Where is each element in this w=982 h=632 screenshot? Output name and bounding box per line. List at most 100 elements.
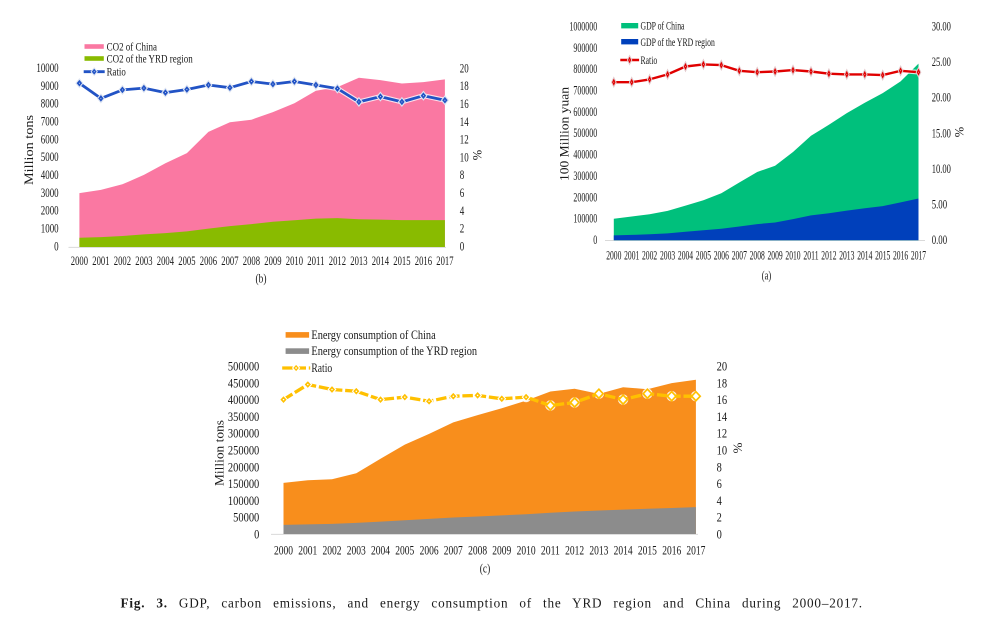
svg-text:450000: 450000 xyxy=(228,375,259,390)
svg-text:2013: 2013 xyxy=(350,254,367,268)
svg-text:2016: 2016 xyxy=(662,542,681,557)
svg-text:2012: 2012 xyxy=(565,542,584,557)
svg-text:0: 0 xyxy=(54,239,59,253)
svg-text:2016: 2016 xyxy=(415,254,432,268)
svg-text:2012: 2012 xyxy=(329,254,346,268)
svg-text:2009: 2009 xyxy=(492,542,511,557)
svg-text:8: 8 xyxy=(717,459,722,474)
svg-text:Ratio: Ratio xyxy=(641,53,658,67)
svg-text:100000: 100000 xyxy=(573,212,597,226)
svg-text:2004: 2004 xyxy=(678,249,694,263)
svg-text:Ratio: Ratio xyxy=(311,361,332,375)
svg-text:200000: 200000 xyxy=(228,459,259,474)
svg-text:200000: 200000 xyxy=(573,190,597,204)
svg-text:2003: 2003 xyxy=(347,542,366,557)
svg-text:(a): (a) xyxy=(762,268,772,282)
svg-text:GDP of the YRD region: GDP of the YRD region xyxy=(641,35,715,49)
svg-text:14: 14 xyxy=(460,115,469,129)
svg-text:10: 10 xyxy=(460,150,469,164)
svg-text:16: 16 xyxy=(717,392,728,407)
svg-text:30.00: 30.00 xyxy=(932,20,951,34)
svg-text:2005: 2005 xyxy=(696,249,711,263)
svg-text:2007: 2007 xyxy=(732,249,747,263)
svg-text:2006: 2006 xyxy=(420,542,439,557)
svg-text:6: 6 xyxy=(717,476,723,491)
svg-text:2013: 2013 xyxy=(839,249,854,263)
svg-text:20: 20 xyxy=(717,359,728,374)
svg-text:2008: 2008 xyxy=(468,542,487,557)
svg-text:8000: 8000 xyxy=(41,97,59,111)
svg-text:16: 16 xyxy=(460,97,469,111)
svg-text:0: 0 xyxy=(460,239,465,253)
svg-text:2010: 2010 xyxy=(517,542,536,557)
svg-text:7000: 7000 xyxy=(41,114,59,128)
svg-text:2007: 2007 xyxy=(444,542,463,557)
svg-text:10000: 10000 xyxy=(36,61,58,75)
svg-text:2: 2 xyxy=(717,510,722,525)
svg-text:0: 0 xyxy=(717,527,722,542)
svg-text:2004: 2004 xyxy=(157,254,175,268)
svg-text:2014: 2014 xyxy=(857,249,873,263)
svg-text:2006: 2006 xyxy=(714,249,729,263)
svg-text:2006: 2006 xyxy=(200,254,217,268)
svg-text:2005: 2005 xyxy=(178,254,195,268)
svg-text:9000: 9000 xyxy=(41,79,59,93)
svg-text:6000: 6000 xyxy=(41,132,59,146)
svg-text:2003: 2003 xyxy=(660,249,675,263)
svg-text:12: 12 xyxy=(460,133,469,147)
svg-text:2002: 2002 xyxy=(323,542,342,557)
svg-text:2017: 2017 xyxy=(686,542,705,557)
svg-text:2008: 2008 xyxy=(750,249,765,263)
svg-text:2015: 2015 xyxy=(875,249,890,263)
svg-text:2017: 2017 xyxy=(911,249,926,263)
svg-text:2011: 2011 xyxy=(307,254,324,268)
svg-text:400000: 400000 xyxy=(228,392,259,407)
svg-text:%: % xyxy=(730,442,745,453)
svg-text:0.00: 0.00 xyxy=(932,233,947,247)
svg-text:12: 12 xyxy=(717,426,728,441)
svg-text:2008: 2008 xyxy=(243,254,260,268)
svg-text:20.00: 20.00 xyxy=(932,91,951,105)
svg-text:900000: 900000 xyxy=(573,41,597,55)
svg-text:300000: 300000 xyxy=(228,426,259,441)
svg-text:2002: 2002 xyxy=(642,249,657,263)
svg-text:2003: 2003 xyxy=(135,254,152,268)
svg-text:100000: 100000 xyxy=(228,493,259,508)
svg-text:2012: 2012 xyxy=(821,249,836,263)
svg-text:%: % xyxy=(471,150,485,160)
svg-text:10.00: 10.00 xyxy=(932,162,951,176)
svg-text:2013: 2013 xyxy=(589,542,608,557)
svg-text:1000000: 1000000 xyxy=(569,20,597,34)
svg-text:CO2 of the YRD region: CO2 of the YRD region xyxy=(107,52,193,66)
svg-text:%: % xyxy=(953,127,967,137)
svg-text:2001: 2001 xyxy=(298,542,317,557)
svg-text:500000: 500000 xyxy=(228,359,259,374)
svg-text:3000: 3000 xyxy=(41,186,59,200)
svg-text:15.00: 15.00 xyxy=(932,126,951,140)
svg-text:1000: 1000 xyxy=(41,222,59,236)
svg-text:2001: 2001 xyxy=(92,254,109,268)
svg-text:2010: 2010 xyxy=(286,254,303,268)
svg-text:Ratio: Ratio xyxy=(107,65,126,79)
svg-text:2007: 2007 xyxy=(221,254,238,268)
svg-text:10: 10 xyxy=(717,443,728,458)
svg-text:14: 14 xyxy=(717,409,728,424)
svg-text:2: 2 xyxy=(460,222,465,236)
svg-text:2016: 2016 xyxy=(893,249,908,263)
svg-text:18: 18 xyxy=(460,79,469,93)
svg-text:2010: 2010 xyxy=(785,249,800,263)
svg-text:5.00: 5.00 xyxy=(932,197,947,211)
svg-text:2000: 2000 xyxy=(71,254,88,268)
svg-text:500000: 500000 xyxy=(573,126,597,140)
svg-text:CO2 of China: CO2 of China xyxy=(107,40,158,54)
svg-text:2014: 2014 xyxy=(614,542,633,557)
svg-text:2000: 2000 xyxy=(606,249,621,263)
svg-text:Energy consumption of China: Energy consumption of China xyxy=(311,328,436,342)
svg-text:2001: 2001 xyxy=(624,249,639,263)
svg-text:2009: 2009 xyxy=(768,249,783,263)
svg-text:2004: 2004 xyxy=(371,542,390,557)
svg-text:300000: 300000 xyxy=(573,169,597,183)
svg-text:5000: 5000 xyxy=(41,150,59,164)
svg-text:700000: 700000 xyxy=(573,84,597,98)
svg-text:Million tons: Million tons xyxy=(213,420,227,486)
